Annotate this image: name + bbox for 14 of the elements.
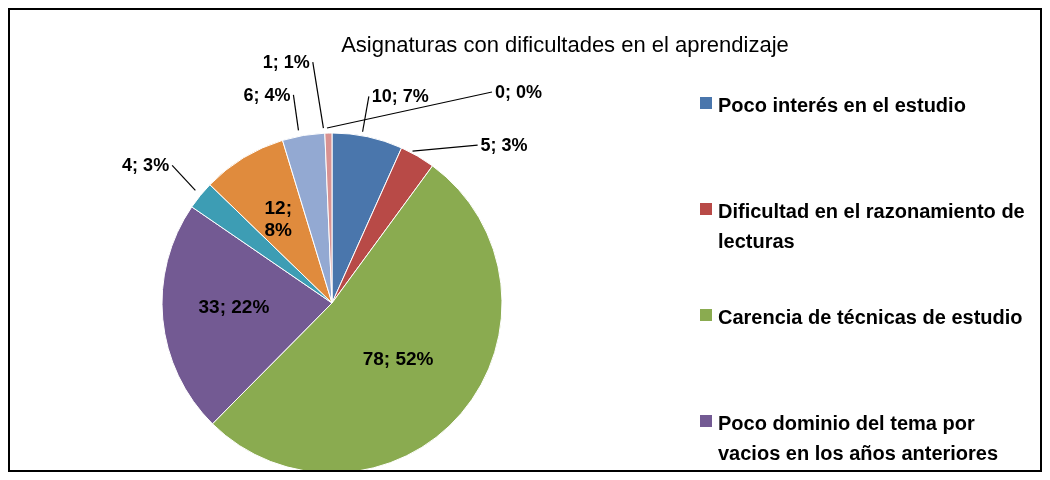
- data-label: 6; 4%: [243, 84, 291, 105]
- text: 0; 0%: [495, 82, 543, 102]
- chart-title: Asignaturas con dificultades en el aprendizaje: [341, 32, 789, 57]
- data-label: 5; 3%: [480, 135, 528, 156]
- legend-label: Poco interés en el estudio: [718, 93, 966, 118]
- legend-label: Poco dominio del tema por vacios en los años anteriores: [718, 411, 1000, 466]
- data-label: 10; 7%: [371, 86, 429, 107]
- legend-label: Dificultad en el razonamiento de lecturas: [718, 199, 1026, 254]
- legend-label: Carencia de técnicas de estudio: [718, 305, 1023, 330]
- data-label: 1; 1%: [262, 52, 310, 73]
- data-label: 78; 52%: [362, 347, 434, 369]
- data-label: 12; 8%: [264, 197, 293, 241]
- data-label: 4; 3%: [122, 155, 170, 176]
- data-label: 33; 22%: [198, 295, 270, 317]
